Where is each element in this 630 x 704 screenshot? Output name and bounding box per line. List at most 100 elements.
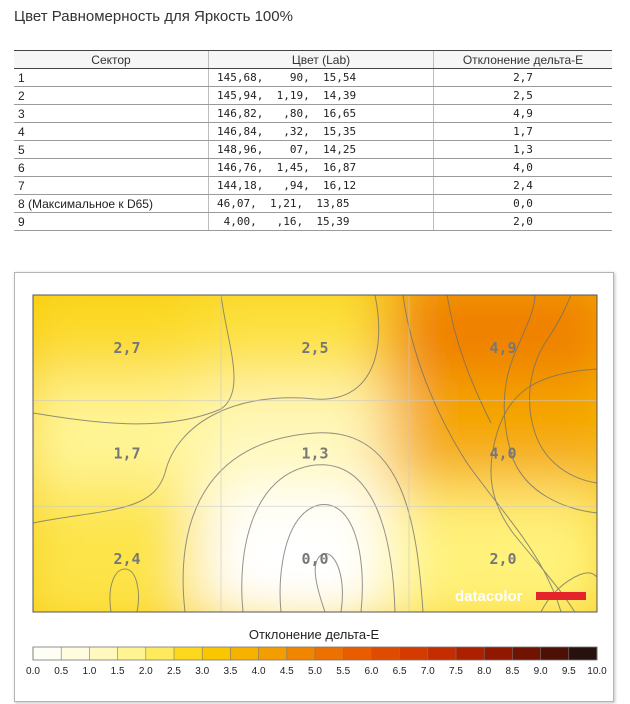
colorbar-segment [286, 647, 316, 660]
cell-value-label: 2,0 [489, 550, 516, 568]
colorbar-segment [202, 647, 231, 660]
cell-delta-e: 1,7 [433, 122, 612, 141]
cell-value-label: 2,5 [301, 339, 328, 357]
colorbar-segment [315, 647, 344, 660]
colorbar-tick-label: 1.5 [111, 666, 125, 677]
colorbar-tick-label: 7.5 [449, 666, 463, 677]
colorbar-segment [33, 647, 62, 660]
cell-sector: 1 [14, 68, 209, 87]
cell-sector: 4 [14, 122, 209, 141]
table-row: 6 146,76, 1,45, 16,87 4,0 [14, 158, 612, 177]
cell-value-label: 2,7 [113, 339, 140, 357]
cell-value-label: 1,3 [301, 445, 328, 463]
cell-sector: 6 [14, 158, 209, 177]
cell-lab: 145,94, 1,19, 14,39 [208, 86, 434, 105]
colorbar-segment [258, 647, 288, 660]
colorbar-tick-label: 5.5 [336, 666, 350, 677]
cell-sector: 7 [14, 176, 209, 195]
table-row: 4 146,84, ,32, 15,35 1,7 [14, 122, 612, 141]
cell-lab: 148,96, 07, 14,25 [208, 140, 434, 159]
cell-delta-e: 2,5 [433, 86, 612, 105]
colorbar-tick-label: 4.5 [280, 666, 294, 677]
cell-sector: 8 (Максимальное к D65) [14, 194, 209, 213]
table-row: 5 148,96, 07, 14,25 1,3 [14, 140, 612, 159]
contour-line [109, 568, 139, 612]
cell-delta-e: 2,0 [433, 212, 612, 231]
colorbar-tick-label: 0.0 [26, 666, 40, 677]
colorbar-tick-label: 6.0 [364, 666, 378, 677]
colorbar-tick-label: 5.0 [308, 666, 322, 677]
cell-value-label: 4,0 [489, 445, 516, 463]
cell-lab: 144,18, ,94, 16,12 [208, 176, 434, 195]
colorbar-segment [371, 647, 401, 660]
cell-lab: 4,00, ,16, 15,39 [208, 212, 434, 231]
colorbar-tick-label: 8.5 [505, 666, 519, 677]
uniformity-chart-panel: 2,7 2,5 4,9 1,7 1,3 4,0 2,4 0,0 2,0 datacolor От… [14, 272, 614, 702]
colorbar-segment [89, 647, 119, 660]
colorbar-segment [399, 647, 429, 660]
colorbar-segment [343, 647, 372, 660]
table-body: 1 145,68, 90, 15,54 2,7 2 145,94, 1,19, 14,3… [14, 68, 612, 231]
contour-line [402, 295, 562, 612]
page-title: Цвет Равномерность для Яркость 100% [14, 8, 293, 25]
colorbar-tick-label: 0.5 [54, 666, 68, 677]
colorbar-tick-label: 3.5 [223, 666, 237, 677]
colorbar-title: Отклонение дельта-E [249, 627, 380, 642]
cell-sector: 9 [14, 212, 209, 231]
cell-value-label: 0,0 [301, 550, 328, 568]
cell-lab: 146,84, ,32, 15,35 [208, 122, 434, 141]
colorbar-tick-label: 1.0 [82, 666, 96, 677]
colorbar-tick-label: 2.0 [139, 666, 153, 677]
colorbar-segment [512, 647, 542, 660]
colorbar-tick-label: 3.0 [195, 666, 209, 677]
table-header: Сектор Цвет (Lab) Отклонение дельта-E [14, 50, 612, 69]
cell-sector: 2 [14, 86, 209, 105]
brand-logo: datacolor [455, 588, 523, 605]
cell-value-label: 2,4 [113, 550, 140, 568]
header-delta-e: Отклонение дельта-E [433, 50, 612, 69]
cell-delta-e: 2,4 [433, 176, 612, 195]
header-lab: Цвет (Lab) [208, 50, 434, 69]
contour-line [529, 295, 597, 484]
colorbar-segment [540, 647, 570, 660]
cell-value-label: 4,9 [489, 339, 516, 357]
header-sector: Сектор [14, 50, 209, 69]
cell-lab: 146,82, ,80, 16,65 [208, 104, 434, 123]
table-row: 9 4,00, ,16, 15,39 2,0 [14, 212, 612, 231]
colorbar-segment [456, 647, 485, 660]
cell-delta-e: 4,9 [433, 104, 612, 123]
colorbar-segment [61, 647, 90, 660]
colorbar-tick-label: 2.5 [167, 666, 181, 677]
cell-value-label: 1,7 [113, 445, 140, 463]
heatmap-cell [389, 486, 597, 612]
cell-sector: 3 [14, 104, 209, 123]
colorbar-tick-label: 9.5 [562, 666, 576, 677]
contour-line [503, 295, 597, 514]
cell-delta-e: 4,0 [433, 158, 612, 177]
contour-line [314, 553, 343, 612]
brand-bar [536, 592, 586, 600]
uniformity-heatmap: 2,7 2,5 4,9 1,7 1,3 4,0 2,4 0,0 2,0 datacolor От… [26, 294, 607, 677]
colorbar-tick-label: 10.0 [587, 666, 607, 677]
contour-line [446, 295, 492, 424]
cell-delta-e: 1,3 [433, 140, 612, 159]
contour-line [279, 504, 363, 612]
cell-delta-e: 2,7 [433, 68, 612, 87]
colorbar-tick-label: 6.5 [393, 666, 407, 677]
cell-lab: 146,76, 1,45, 16,87 [208, 158, 434, 177]
table-row: 7 144,18, ,94, 16,12 2,4 [14, 176, 612, 195]
contour-line [241, 464, 396, 612]
heatmap-frame [32, 294, 598, 613]
colorbar-segment [427, 647, 457, 660]
colorbar-tick-label: 9.0 [534, 666, 548, 677]
colorbar-segment [484, 647, 513, 660]
contour-line [182, 432, 424, 612]
table-row: 3 146,82, ,80, 16,65 4,9 [14, 104, 612, 123]
colorbar-segment [117, 647, 147, 660]
colorbar-segment [145, 647, 175, 660]
table-row: 2 145,94, 1,19, 14,39 2,5 [14, 86, 612, 105]
table-row: 8 (Максимальное к D65) 46,07, 1,21, 13,85… [14, 194, 612, 213]
colorbar-segment [230, 647, 260, 660]
cell-delta-e: 0,0 [433, 194, 612, 213]
